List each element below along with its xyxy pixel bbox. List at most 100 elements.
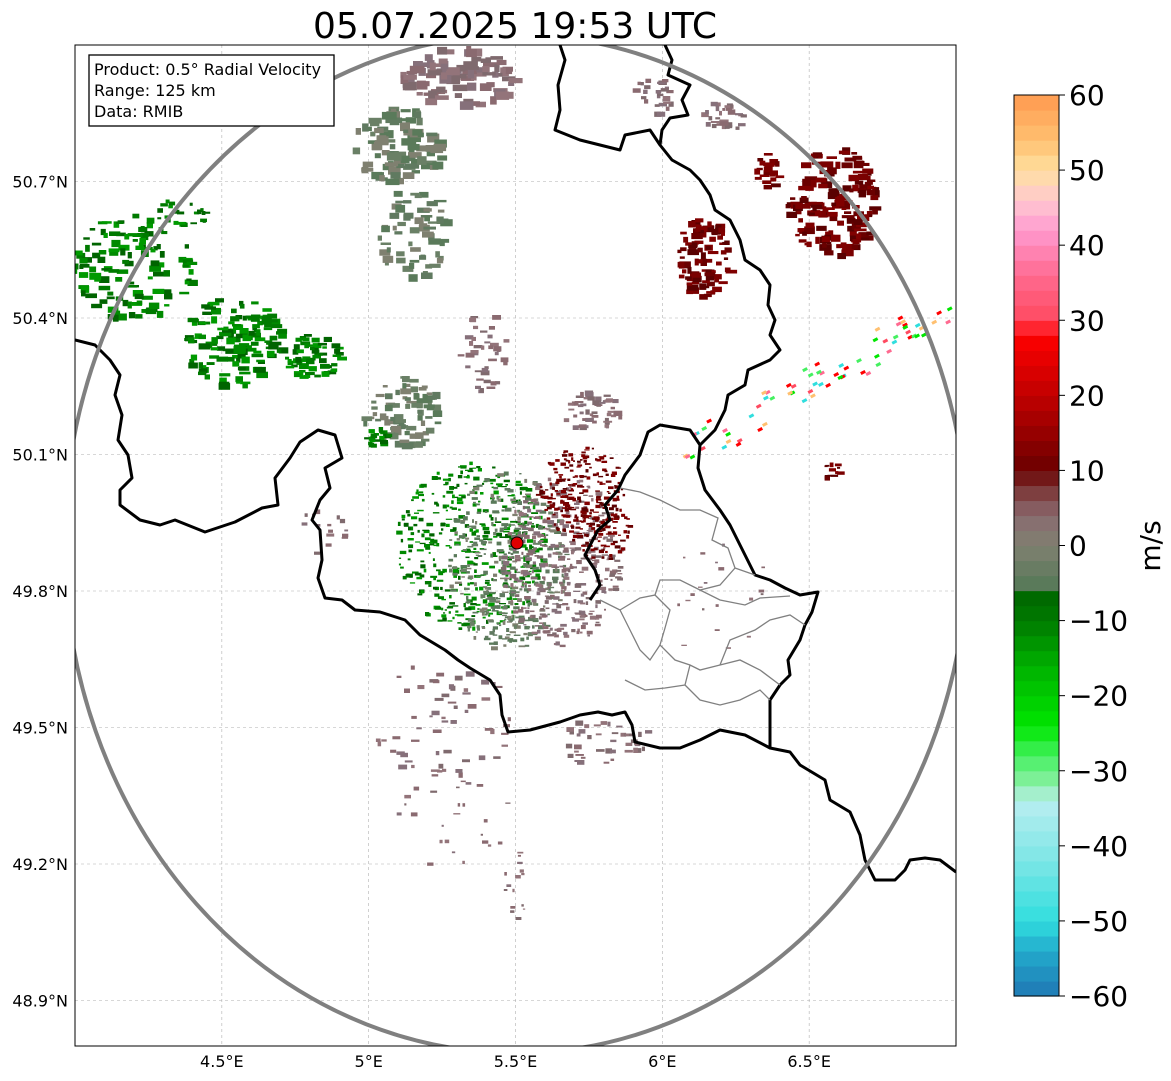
echo-cell [617, 550, 623, 554]
echo-cell [604, 608, 606, 611]
echo-cell [458, 535, 466, 539]
echo-cell [158, 262, 165, 268]
echo-cell [544, 489, 549, 491]
colorbar-band [1014, 440, 1059, 456]
echo-cell [578, 425, 586, 428]
echo-cell [490, 96, 497, 105]
echo-cell [553, 566, 559, 569]
map-panel[interactable]: Product: 0.5° Radial Velocity Range: 125… [64, 35, 968, 1053]
echo-cell [437, 770, 443, 773]
echo-cell [463, 516, 468, 521]
echo-cell [76, 252, 86, 259]
echo-cell [508, 544, 514, 548]
echo-cell [764, 389, 771, 395]
echo-cell [702, 608, 705, 611]
echo-cell [504, 584, 508, 587]
echo-cell [517, 557, 524, 559]
echo-cell [503, 582, 508, 585]
echo-cell [467, 545, 474, 548]
echo-cell [825, 382, 832, 388]
echo-cell [531, 512, 539, 514]
echo-cell [853, 160, 864, 169]
echo-cell [522, 607, 527, 609]
echo-cell [584, 463, 591, 465]
echo-cell [460, 520, 466, 522]
echo-cell [510, 532, 516, 534]
echo-cell [552, 502, 556, 506]
colorbar-bands [1014, 95, 1059, 997]
echo-cell [400, 376, 409, 379]
echo-cell [746, 635, 751, 638]
echo-cell [844, 211, 852, 214]
echo-cell [427, 69, 443, 76]
echo-cell [412, 496, 419, 499]
echo-cell [567, 402, 574, 406]
echo-cell [285, 365, 295, 369]
lon-tick-label: 5.5°E [494, 1052, 538, 1071]
echo-cell [836, 198, 845, 207]
echo-cell [577, 464, 583, 467]
echo-cell [463, 593, 471, 596]
echo-cell [720, 250, 727, 255]
echo-cell [381, 739, 387, 742]
echo-cell [577, 534, 583, 538]
colorbar-band [1014, 545, 1059, 562]
echo-cell [306, 358, 315, 365]
echo-cell [535, 493, 542, 496]
echo-cell [503, 479, 510, 483]
echo-cell [552, 487, 555, 490]
echo-cell [438, 58, 448, 64]
echo-cell [553, 643, 556, 646]
echo-cell [460, 470, 463, 475]
echo-cell [532, 505, 536, 510]
echo-cell [457, 354, 465, 357]
echo-cell [617, 566, 624, 569]
echo-cell [554, 628, 559, 631]
echo-cell [532, 569, 537, 573]
echo-cell [496, 541, 502, 546]
echo-cell [559, 520, 565, 522]
radar-site-marker[interactable] [510, 536, 524, 550]
echo-cell [563, 478, 567, 480]
echo-cell [425, 612, 430, 617]
echo-cell [914, 322, 921, 328]
echo-cell [822, 209, 829, 218]
echo-cell [371, 144, 381, 151]
echo-cell [503, 471, 509, 476]
echo-cell [257, 360, 265, 364]
echo-cell [411, 170, 420, 174]
echo-cell [578, 499, 582, 503]
echo-cell [465, 567, 472, 570]
echo-cell [310, 346, 315, 351]
echo-cell [435, 251, 440, 258]
echo-cell [513, 529, 520, 533]
echo-cell [841, 162, 853, 169]
echo-cell [530, 498, 537, 503]
echo-cell [945, 319, 952, 325]
echo-cell [683, 556, 686, 559]
echo-cell [237, 353, 246, 359]
echo-cell [474, 537, 480, 540]
echo-cell [128, 312, 136, 319]
echo-cell [476, 466, 481, 469]
echo-cell [606, 398, 613, 403]
colorbar-tick-label: −10 [1069, 605, 1128, 638]
echo-cell [561, 569, 567, 573]
longitude-axis: 4.5°E 5°E 5.5°E 6°E 6.5°E [200, 1052, 831, 1071]
echo-cell [547, 591, 554, 593]
echo-cell [481, 367, 489, 373]
echo-cell [506, 634, 511, 636]
echo-cell [829, 215, 838, 222]
echo-cell [207, 302, 214, 308]
echo-cell [560, 462, 564, 466]
echo-cell [453, 496, 459, 498]
echo-cell [726, 107, 733, 111]
echo-cell [529, 546, 533, 549]
echo-cell [331, 368, 338, 372]
echo-cell [293, 344, 300, 350]
echo-cell [591, 447, 594, 450]
echo-cell [473, 541, 478, 544]
echo-cell [821, 236, 830, 242]
echo-cell [505, 802, 511, 804]
echo-cell [543, 527, 548, 530]
